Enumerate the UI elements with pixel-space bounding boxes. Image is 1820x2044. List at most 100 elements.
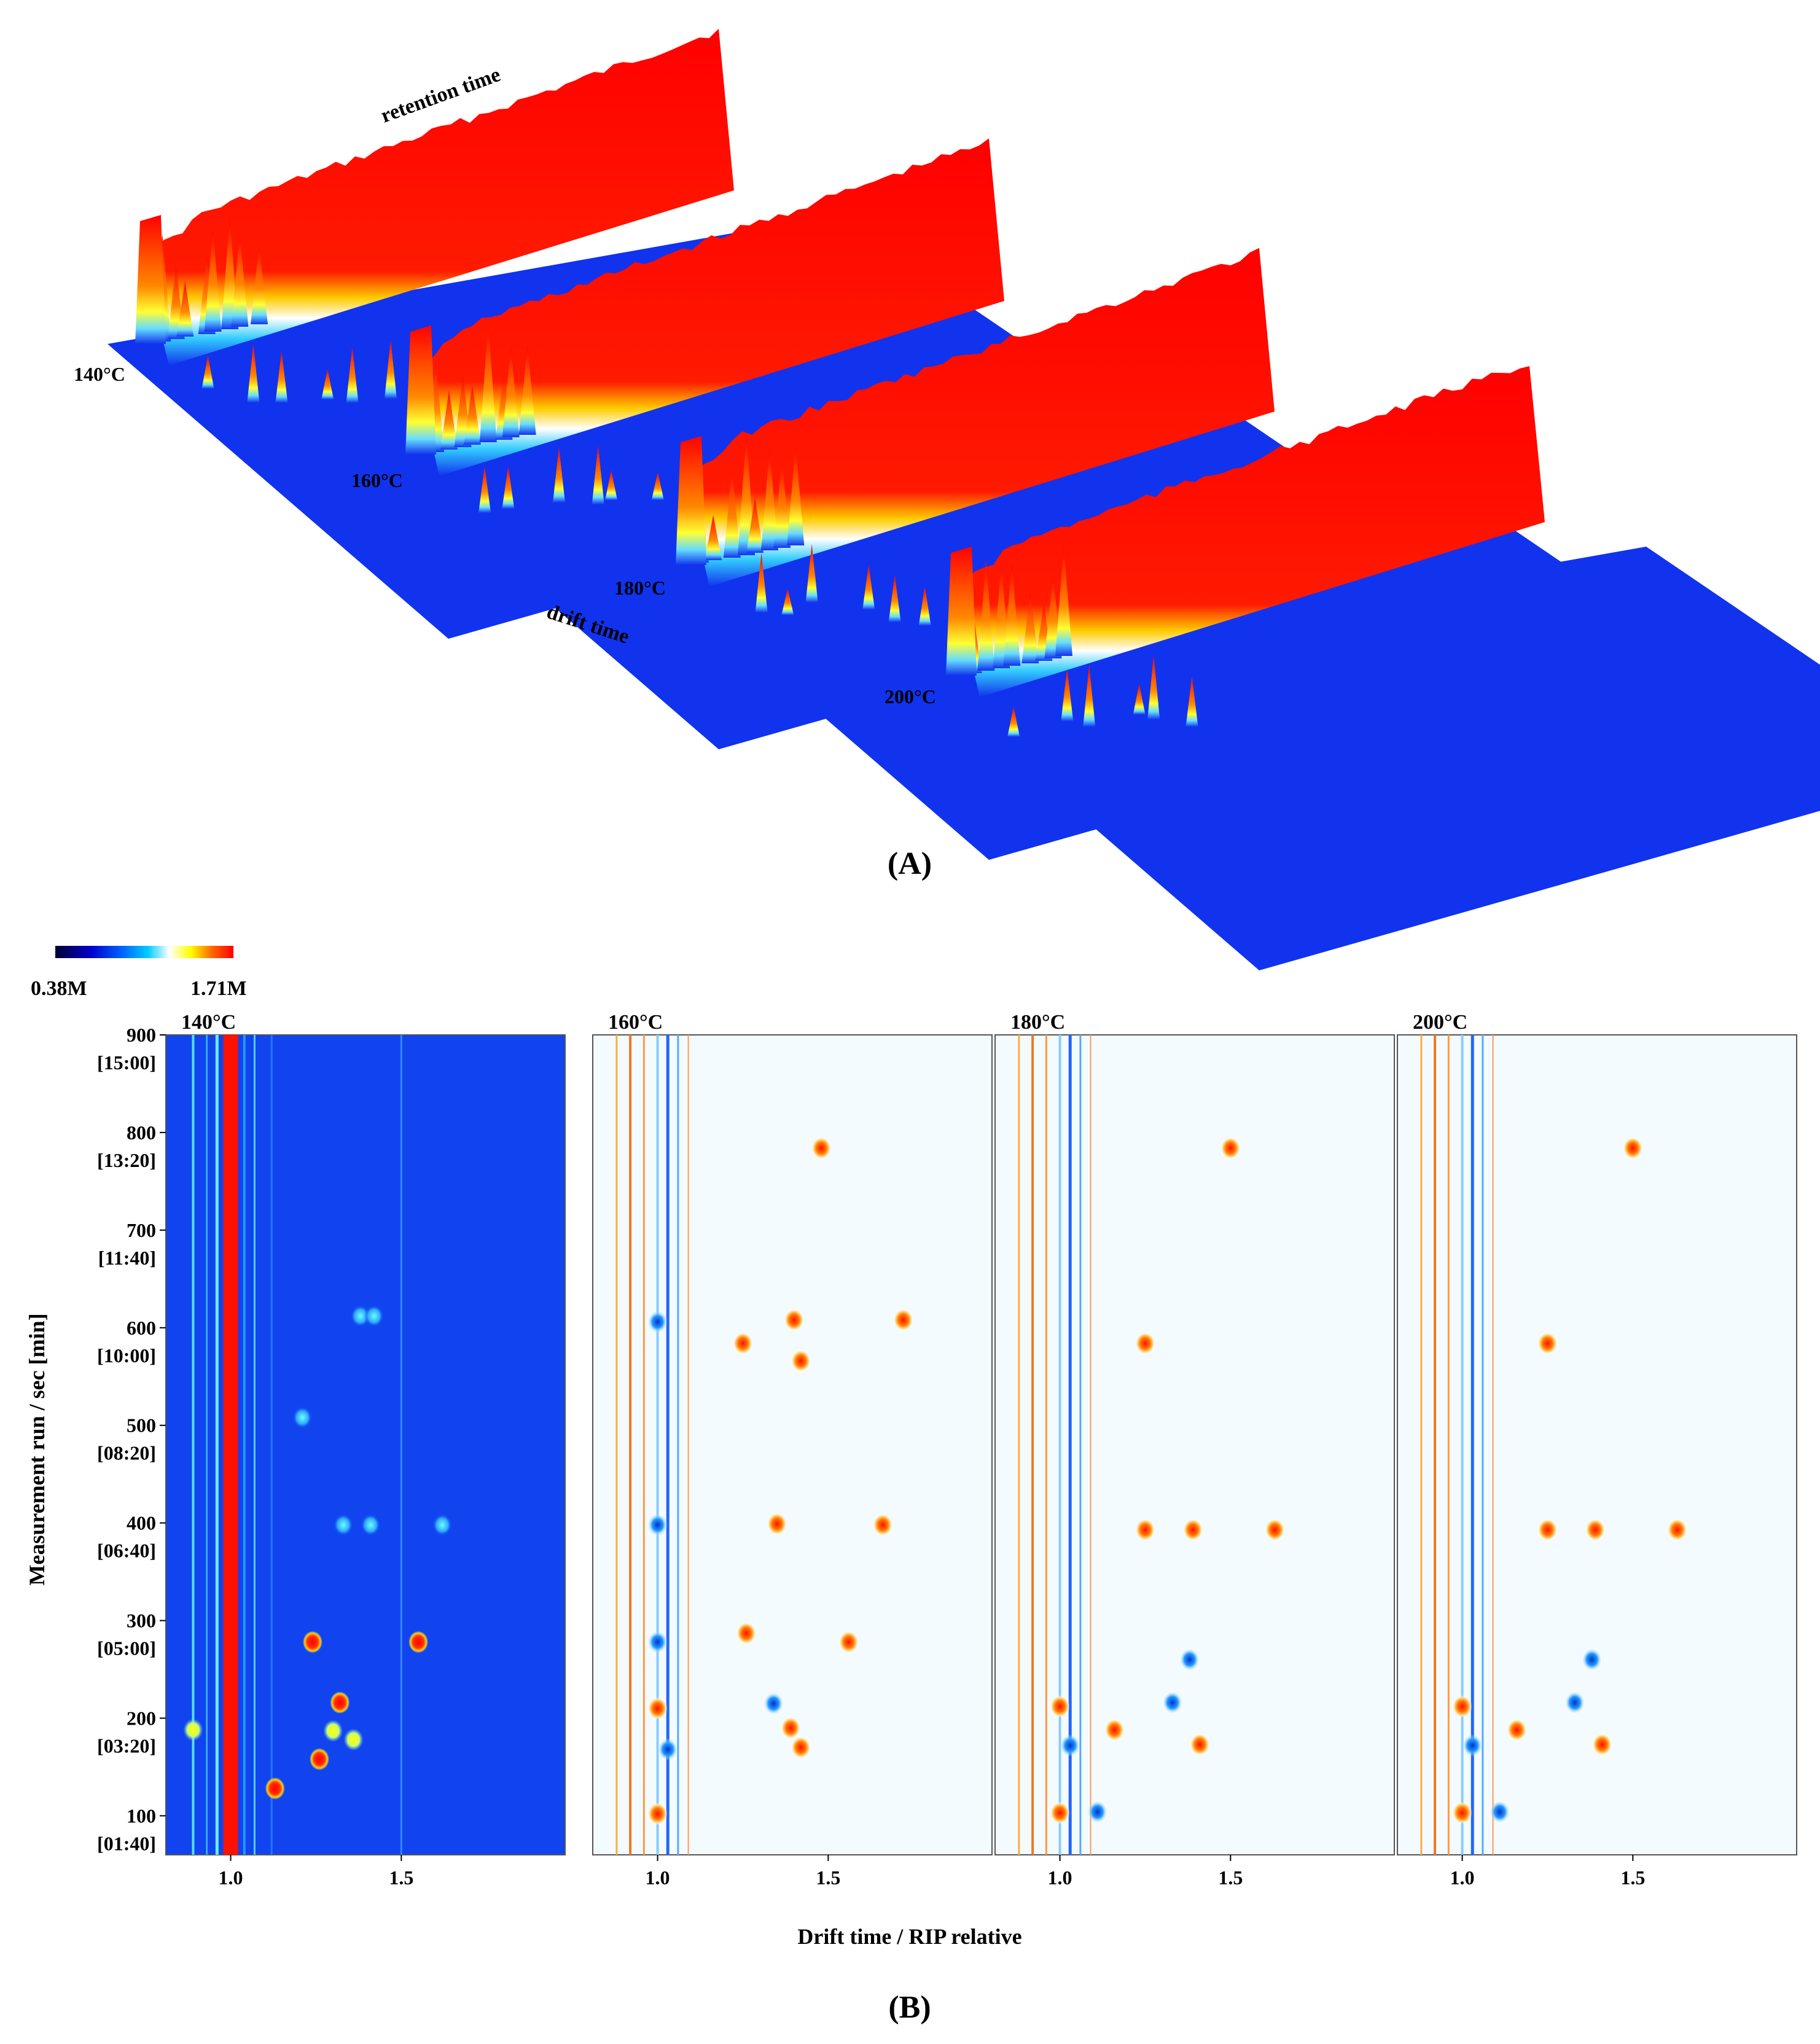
heatmap-spot — [1463, 1734, 1483, 1757]
heatmap-spot — [1452, 1801, 1472, 1824]
heatmap-background — [994, 1034, 1395, 1855]
surface-spike — [946, 547, 977, 676]
heatmap-streak — [656, 1035, 659, 1855]
heatmap-title: 180°C — [1010, 1011, 1065, 1034]
heatmap-streak — [243, 1035, 246, 1855]
surface-small-peak — [1185, 676, 1198, 727]
surface-peak — [463, 384, 481, 445]
surface-peak — [761, 448, 779, 550]
heatmap-spot — [1667, 1518, 1687, 1541]
heatmap-streak — [1470, 1035, 1474, 1855]
surface-small-peak — [478, 466, 491, 513]
heatmap-spot — [767, 1513, 787, 1535]
surface-small-peak — [502, 466, 515, 509]
heatmap-spot — [1135, 1332, 1155, 1355]
surface-ridge — [144, 28, 734, 366]
heatmap-spot — [873, 1513, 893, 1536]
surface-small-peak — [384, 339, 397, 399]
x-tick-label: 1.5 — [816, 1867, 840, 1889]
heatmap-panel-4: 200°C 1.0 1.5 — [1397, 1011, 1797, 1889]
heatmap-title: 160°C — [608, 1011, 663, 1034]
surface-small-peak — [346, 347, 359, 404]
surface-peak — [502, 347, 520, 437]
heatmap-spot — [1537, 1518, 1558, 1541]
y-tick-label: 700 — [127, 1219, 156, 1241]
surface-spike — [405, 326, 436, 454]
surface-spike — [676, 436, 706, 565]
heatmap-spot — [1220, 1137, 1241, 1160]
surface-peak — [723, 469, 741, 558]
heatmap-streak — [206, 1035, 208, 1855]
y-tick-label: 200 — [127, 1707, 156, 1730]
colorbar-max-label: 1.71M — [190, 977, 247, 1000]
heatmap-spot — [1592, 1733, 1612, 1756]
surface-label-180: 180°C — [614, 577, 666, 599]
surface-small-peak — [781, 588, 794, 615]
heatmap-spot — [330, 1691, 350, 1714]
surface-ridge — [415, 138, 1004, 477]
x-tick-label: 1.5 — [1620, 1867, 1645, 1889]
heatmap-streak — [1031, 1035, 1034, 1855]
heatmap-streak — [642, 1035, 645, 1855]
surface-small-peak — [592, 445, 604, 505]
panel-a-3d-plot: retention time drift time 140°C 160°C 18… — [74, 28, 1820, 970]
heatmap-spot — [183, 1718, 203, 1741]
heatmap-spot — [658, 1738, 678, 1761]
heatmap-spot — [350, 1305, 370, 1327]
y-tick-sublabel: [06:40] — [97, 1540, 156, 1562]
heatmap-spot — [893, 1309, 913, 1332]
heatmap-title: 200°C — [1413, 1011, 1467, 1034]
heatmap-spot — [764, 1692, 784, 1715]
heatmap-streak — [1492, 1035, 1494, 1855]
y-tick-sublabel: [01:40] — [97, 1832, 156, 1854]
heatmap-streak — [1058, 1035, 1061, 1855]
y-tick-sublabel: [15:00] — [97, 1051, 156, 1074]
heatmap-spot — [784, 1309, 804, 1332]
heatmap-spot — [1135, 1518, 1155, 1541]
surface-small-peak — [862, 564, 875, 610]
heatmap-spot — [1537, 1332, 1558, 1355]
heatmap-spot — [343, 1728, 364, 1751]
surface-small-peak — [553, 447, 566, 503]
heatmap-spot — [408, 1631, 429, 1653]
heatmap-title: 140°C — [181, 1011, 236, 1034]
heatmap-spot — [647, 1631, 668, 1653]
heatmap-spot — [1623, 1137, 1643, 1160]
heatmap-spot — [1452, 1695, 1472, 1718]
heatmap-streak — [223, 1035, 238, 1855]
heatmap-spot — [333, 1513, 353, 1536]
heatmap-spot — [1087, 1801, 1107, 1824]
surface-peak — [204, 228, 222, 332]
heatmap-spot — [811, 1137, 832, 1160]
heatmap-panel-3: 180°C 1.0 1.5 — [994, 1011, 1395, 1889]
y-tick-label: 100 — [127, 1804, 156, 1827]
heatmap-streak — [1461, 1035, 1464, 1855]
heatmap-streak — [1045, 1035, 1047, 1855]
x-axis-label: Drift time / RIP relative — [797, 1924, 1021, 1949]
y-tick-sublabel: [13:20] — [97, 1149, 156, 1171]
surface-peak — [176, 281, 194, 337]
surface-peak — [773, 461, 791, 548]
surface-peak — [705, 515, 722, 560]
heatmap-streak — [1018, 1035, 1020, 1855]
surface-label-160: 160°C — [351, 469, 403, 491]
heatmap-spot — [838, 1631, 859, 1653]
surface-small-peak — [755, 552, 768, 613]
surface-floor — [918, 547, 1820, 970]
y-tick-sublabel: [10:00] — [97, 1344, 156, 1367]
heatmap-spot — [736, 1622, 756, 1645]
heatmap-spot — [1507, 1718, 1527, 1741]
heatmap-spot — [310, 1748, 329, 1771]
y-tick-sublabel: [11:40] — [98, 1247, 156, 1269]
surface-small-peak — [888, 575, 901, 622]
y-tick-label: 300 — [127, 1610, 156, 1632]
heatmap-streak — [1482, 1035, 1484, 1855]
heatmap-spot — [1179, 1648, 1200, 1671]
heatmap-streak — [215, 1035, 219, 1855]
heatmap-streak — [253, 1035, 256, 1855]
surface-small-peak — [651, 472, 664, 501]
surface-peak — [440, 390, 458, 450]
surface-small-peak — [275, 351, 288, 403]
surface-label-140: 140°C — [74, 363, 125, 385]
